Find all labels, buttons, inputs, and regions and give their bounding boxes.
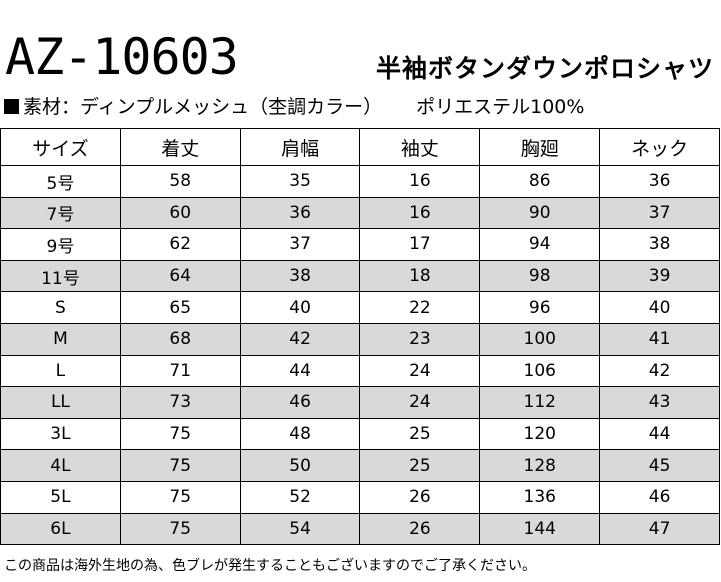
sleeve-cell: 25 [359, 449, 481, 482]
size-cell: 5L [0, 480, 121, 514]
product-code: AZ-10603 [5, 28, 239, 86]
table-row: LL 73 46 24 112 43 [0, 386, 720, 419]
shoulder-cell: 40 [239, 291, 361, 324]
sleeve-cell: 24 [359, 386, 481, 419]
table-row: M 68 42 23 100 41 [0, 322, 720, 356]
length-cell: 65 [119, 291, 241, 324]
chest-cell: 128 [479, 449, 601, 482]
table-row: 9号 62 37 17 94 38 [0, 228, 720, 261]
sleeve-cell: 17 [359, 228, 481, 261]
footer-note: この商品は海外生地の為、色ブレが発生することもございますのでご了承ください。 [4, 558, 536, 574]
table-row: S 65 40 22 96 40 [0, 291, 720, 324]
length-cell: 75 [119, 512, 241, 546]
shoulder-cell: 54 [239, 512, 361, 546]
shoulder-cell: 37 [239, 228, 361, 261]
chest-cell: 90 [479, 196, 601, 230]
shoulder-cell: 36 [239, 196, 361, 230]
table-row: 5号 58 35 16 86 36 [0, 165, 720, 198]
sleeve-cell: 26 [359, 512, 481, 546]
chest-cell: 144 [479, 512, 601, 546]
chest-cell: 112 [479, 386, 601, 419]
table-row: 6L 75 54 26 144 47 [0, 512, 720, 546]
material-line: 素材：ディンプルメッシュ（杢調カラー） ポリエステル100% [4, 95, 584, 119]
chest-cell: 96 [479, 291, 601, 324]
column-header-shoulder: 肩幅 [239, 128, 361, 166]
length-cell: 75 [119, 480, 241, 514]
shoulder-cell: 35 [239, 165, 361, 198]
chest-cell: 106 [479, 354, 601, 388]
length-cell: 64 [119, 259, 241, 293]
column-header-length: 着丈 [119, 128, 241, 166]
sleeve-cell: 25 [359, 417, 481, 451]
material-composition: ポリエステル100% [416, 96, 585, 118]
size-table: サイズ 着丈 肩幅 袖丈 胸廻 ネック 5号 58 35 16 86 36 7号… [0, 128, 720, 546]
sleeve-cell: 26 [359, 480, 481, 514]
chest-cell: 86 [479, 165, 601, 198]
size-cell: 11号 [0, 259, 121, 293]
square-bullet-icon [4, 99, 19, 114]
shoulder-cell: 42 [239, 322, 361, 356]
shoulder-cell: 48 [239, 417, 361, 451]
neck-cell: 41 [599, 322, 720, 356]
shoulder-cell: 46 [239, 386, 361, 419]
chest-cell: 120 [479, 417, 601, 451]
neck-cell: 36 [599, 165, 720, 198]
table-header-row: サイズ 着丈 肩幅 袖丈 胸廻 ネック [0, 128, 720, 166]
chest-cell: 94 [479, 228, 601, 261]
table-row: 11号 64 38 18 98 39 [0, 259, 720, 293]
size-cell: S [0, 291, 121, 324]
neck-cell: 40 [599, 291, 720, 324]
neck-cell: 45 [599, 449, 720, 482]
material-label: 素材：ディンプルメッシュ（杢調カラー） [23, 96, 383, 118]
table-row: 3L 75 48 25 120 44 [0, 417, 720, 451]
length-cell: 60 [119, 196, 241, 230]
sleeve-cell: 22 [359, 291, 481, 324]
shoulder-cell: 38 [239, 259, 361, 293]
length-cell: 75 [119, 417, 241, 451]
size-cell: LL [0, 386, 121, 419]
shoulder-cell: 52 [239, 480, 361, 514]
table-row: 7号 60 36 16 90 37 [0, 196, 720, 230]
size-cell: 5号 [0, 165, 121, 198]
neck-cell: 42 [599, 354, 720, 388]
chest-cell: 100 [479, 322, 601, 356]
sleeve-cell: 23 [359, 322, 481, 356]
size-cell: 7号 [0, 196, 121, 230]
sleeve-cell: 24 [359, 354, 481, 388]
sleeve-cell: 18 [359, 259, 481, 293]
length-cell: 73 [119, 386, 241, 419]
column-header-neck: ネック [599, 128, 720, 166]
size-cell: 9号 [0, 228, 121, 261]
neck-cell: 37 [599, 196, 720, 230]
chest-cell: 136 [479, 480, 601, 514]
shoulder-cell: 44 [239, 354, 361, 388]
column-header-chest: 胸廻 [479, 128, 601, 166]
product-name: 半袖ボタンダウンポロシャツ [375, 54, 714, 83]
shoulder-cell: 50 [239, 449, 361, 482]
table-row: 5L 75 52 26 136 46 [0, 480, 720, 514]
neck-cell: 39 [599, 259, 720, 293]
length-cell: 71 [119, 354, 241, 388]
neck-cell: 43 [599, 386, 720, 419]
length-cell: 58 [119, 165, 241, 198]
table-row: 4L 75 50 25 128 45 [0, 449, 720, 482]
length-cell: 75 [119, 449, 241, 482]
neck-cell: 46 [599, 480, 720, 514]
neck-cell: 44 [599, 417, 720, 451]
sleeve-cell: 16 [359, 165, 481, 198]
table-row: L 71 44 24 106 42 [0, 354, 720, 388]
length-cell: 68 [119, 322, 241, 356]
neck-cell: 38 [599, 228, 720, 261]
size-cell: M [0, 322, 121, 356]
length-cell: 62 [119, 228, 241, 261]
chest-cell: 98 [479, 259, 601, 293]
column-header-sleeve: 袖丈 [359, 128, 481, 166]
column-header-size: サイズ [0, 128, 121, 166]
sleeve-cell: 16 [359, 196, 481, 230]
size-cell: 4L [0, 449, 121, 482]
neck-cell: 47 [599, 512, 720, 546]
size-cell: 6L [0, 512, 121, 546]
size-cell: 3L [0, 417, 121, 451]
size-cell: L [0, 354, 121, 388]
